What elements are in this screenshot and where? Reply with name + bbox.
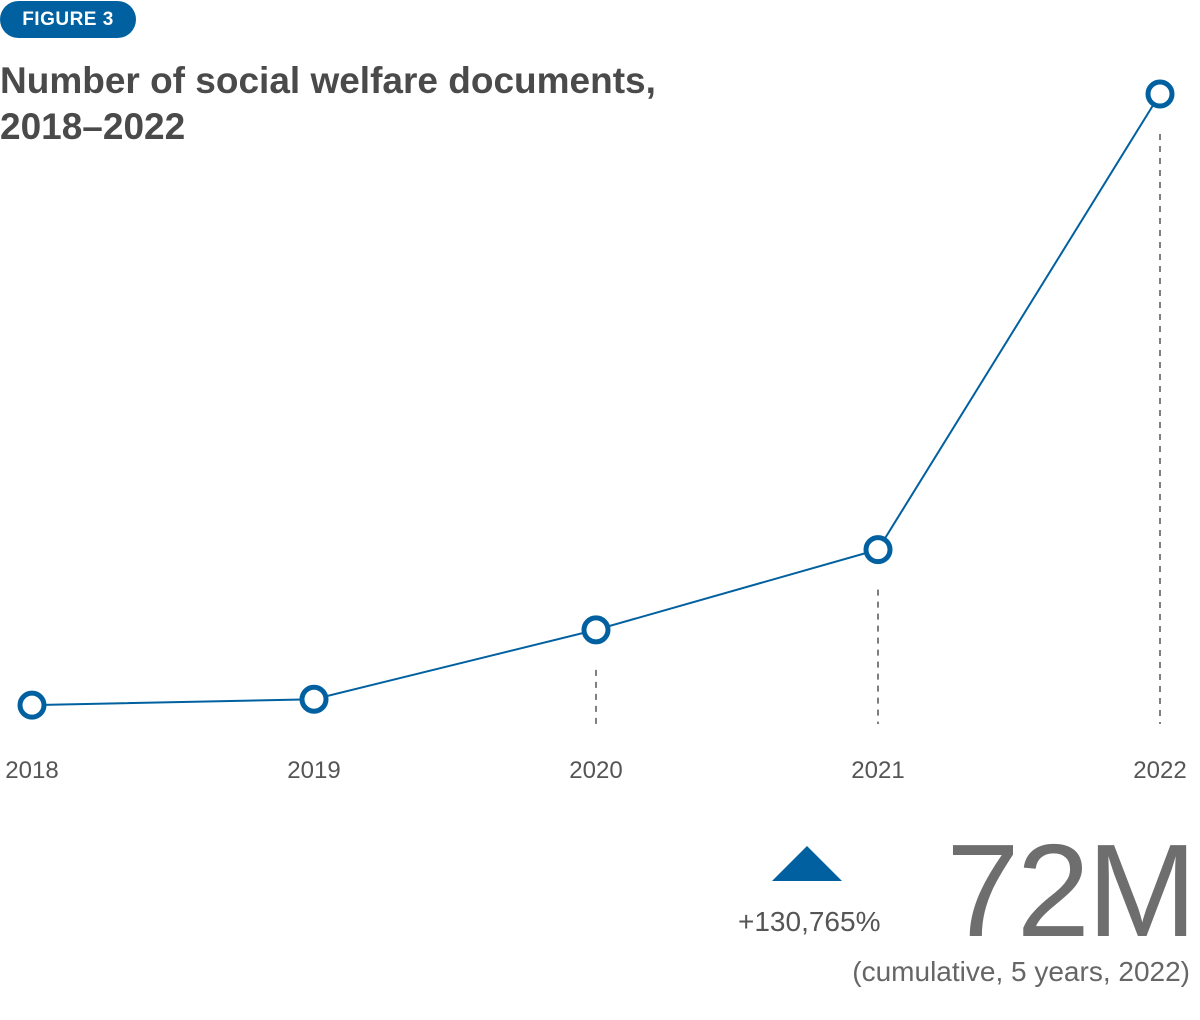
figure-label: FIGURE 3 <box>0 1 136 38</box>
data-point-2022 <box>1145 79 1175 109</box>
headline-note: (cumulative, 5 years, 2022) <box>852 956 1190 987</box>
data-point-2021 <box>863 535 893 565</box>
up-triangle-icon <box>772 846 842 881</box>
x-tick-label: 2021 <box>851 757 904 784</box>
data-point-2019 <box>299 684 329 714</box>
chart-title: Number of social welfare documents, 2018… <box>0 60 656 147</box>
x-tick-label: 2019 <box>287 757 340 784</box>
x-tick-label: 2020 <box>569 757 622 784</box>
series-line <box>31 93 1161 707</box>
headline-value: 72M <box>946 817 1197 964</box>
x-tick-label: 2018 <box>5 757 58 784</box>
x-tick-label: 2022 <box>1133 757 1186 784</box>
percent-change: +130,765% <box>738 906 881 937</box>
data-point-2020 <box>581 615 611 645</box>
data-point-2018 <box>17 690 47 720</box>
